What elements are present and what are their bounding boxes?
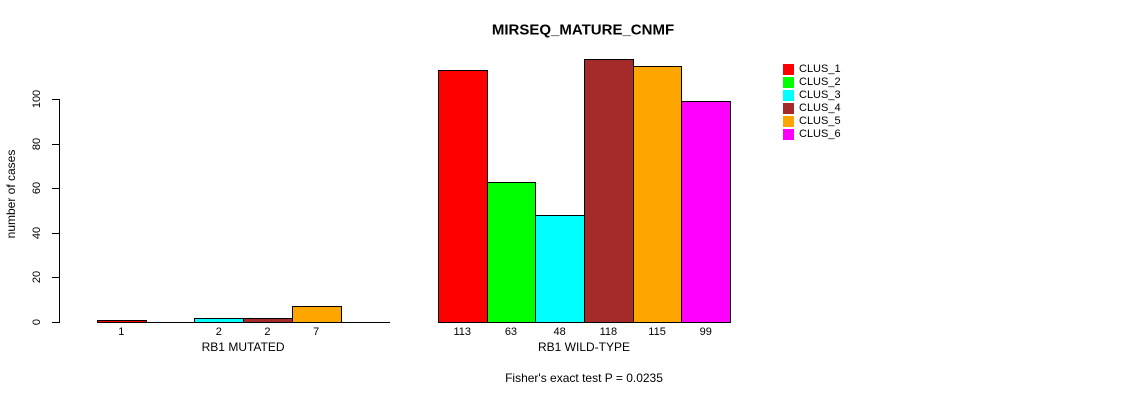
y-tick — [52, 188, 59, 189]
bar-clus_1 — [97, 320, 147, 323]
legend-swatch — [783, 103, 794, 114]
bar-value-label: 48 — [553, 326, 566, 338]
y-tick-label: 80 — [31, 137, 43, 151]
footer-annotation: Fisher's exact test P = 0.0235 — [505, 371, 663, 385]
legend-label: CLUS_2 — [799, 76, 841, 88]
bar-value-label: 2 — [264, 326, 271, 338]
bar-value-label: 63 — [504, 326, 518, 338]
legend-label: CLUS_6 — [799, 128, 841, 140]
chart-title: MIRSEQ_MATURE_CNMF — [491, 21, 675, 39]
bar-clus_4 — [584, 59, 634, 323]
y-tick — [52, 322, 59, 323]
y-tick-label: 0 — [31, 318, 43, 326]
legend-label: CLUS_3 — [799, 89, 841, 101]
y-tick — [52, 233, 59, 234]
y-tick-label: 20 — [31, 270, 43, 284]
bar-clus_3 — [535, 215, 585, 323]
legend-swatch — [783, 64, 794, 75]
legend-swatch — [783, 77, 794, 88]
legend-swatch — [783, 129, 794, 140]
legend-label: CLUS_1 — [799, 63, 841, 75]
legend-item-clus_3: CLUS_3 — [783, 89, 841, 102]
legend-item-clus_6: CLUS_6 — [783, 128, 841, 141]
bar-value-label: 113 — [453, 326, 472, 338]
y-tick-label: 100 — [31, 89, 43, 109]
bar-clus_2 — [487, 182, 536, 323]
legend-item-clus_2: CLUS_2 — [783, 76, 841, 89]
bar-value-label: 118 — [599, 326, 618, 338]
legend-swatch — [783, 116, 794, 127]
bar-clus_1 — [438, 70, 488, 323]
y-tick-label: 40 — [31, 226, 43, 240]
y-axis-label: number of cases — [4, 149, 18, 239]
y-tick — [52, 144, 59, 145]
bar-clus_5 — [292, 306, 342, 323]
y-tick — [52, 277, 59, 278]
bar-value-label: 2 — [215, 326, 222, 338]
bar-clus_4 — [243, 318, 293, 323]
y-tick-label: 60 — [31, 181, 43, 195]
bar-value-label: 115 — [648, 326, 666, 338]
bar-clus_6 — [681, 101, 731, 323]
bar-value-label: 7 — [313, 326, 320, 338]
legend-swatch — [783, 90, 794, 101]
group-label: RB1 MUTATED — [201, 340, 285, 354]
legend-item-clus_4: CLUS_4 — [783, 102, 841, 115]
legend-item-clus_5: CLUS_5 — [783, 115, 841, 128]
bar-value-label: 99 — [699, 326, 712, 338]
y-axis-line — [59, 99, 60, 323]
legend-item-clus_1: CLUS_1 — [783, 63, 841, 76]
bar-clus_5 — [633, 66, 682, 323]
bar-clus_3 — [194, 318, 244, 323]
y-tick — [52, 99, 59, 100]
legend-label: CLUS_4 — [799, 102, 841, 114]
legend: CLUS_1 CLUS_2 CLUS_3 CLUS_4 CLUS_5 CLUS_6 — [783, 63, 841, 141]
bar-value-label: 1 — [118, 326, 125, 338]
legend-label: CLUS_5 — [799, 115, 841, 127]
group-label: RB1 WILD-TYPE — [537, 340, 631, 354]
